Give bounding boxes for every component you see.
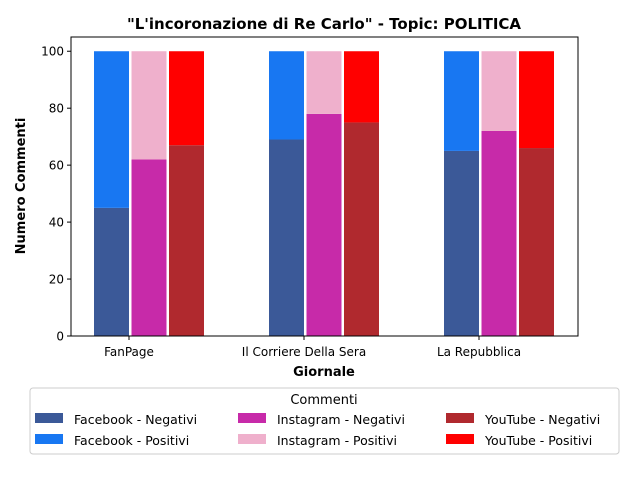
y-tick-label-4: 80 [49,102,64,116]
bar-youtube-negativi-1 [344,122,379,336]
y-tick-label-1: 20 [49,273,64,287]
bar-youtube-negativi-2 [519,148,554,336]
bar-youtube-positivi-1 [344,51,379,123]
legend-label-5: YouTube - Positivi [484,433,592,448]
x-tick-label-0: FanPage [104,345,154,359]
legend-swatch-5 [446,434,474,444]
bar-instagram-positivi-1 [306,51,342,114]
bar-instagram-negativi-2 [481,130,517,336]
y-tick-label-0: 0 [56,330,64,344]
y-tick-label-5: 100 [41,45,64,59]
legend-title: Commenti [290,393,357,408]
legend-label-0: Facebook - Negativi [74,412,197,427]
bar-youtube-negativi-0 [169,145,204,336]
legend: Commenti Facebook - Negativi Instagram - … [29,387,620,455]
legend-swatch-4 [238,434,266,444]
legend-label-1: Instagram - Negativi [277,412,405,427]
bar-instagram-negativi-1 [306,113,342,336]
bar-instagram-negativi-0 [131,159,167,336]
axes-frame [70,36,579,337]
bar-facebook-positivi-1 [269,51,304,140]
bar-facebook-positivi-2 [444,51,479,151]
bar-facebook-negativi-1 [269,139,304,336]
bar-youtube-positivi-2 [519,51,554,149]
legend-label-2: YouTube - Negativi [484,412,600,427]
legend-label-3: Facebook - Positivi [74,433,189,448]
bar-facebook-negativi-0 [94,207,129,336]
legend-label-4: Instagram - Positivi [277,433,397,448]
chart-title: "L'incoronazione di Re Carlo" - Topic: P… [127,15,521,33]
y-axis-label: Numero Commenti [14,118,29,255]
x-tick-label-1: Il Corriere Della Sera [242,345,366,359]
plot-area: 0 20 40 60 80 100 FanPage Il Corriere Della Ser… [41,36,579,359]
legend-swatch-3 [35,434,63,444]
y-tick-label-3: 60 [49,159,64,173]
x-tick-label-2: La Repubblica [437,345,521,359]
bar-instagram-positivi-2 [481,51,517,131]
legend-swatch-0 [35,413,63,423]
bar-facebook-positivi-0 [94,51,129,208]
bar-youtube-positivi-0 [169,51,204,146]
x-axis-label: Giornale [293,365,355,380]
legend-swatch-1 [238,413,266,423]
y-tick-label-2: 40 [49,216,64,230]
bar-facebook-negativi-2 [444,150,479,336]
legend-swatch-2 [446,413,474,423]
bar-instagram-positivi-0 [131,51,167,160]
